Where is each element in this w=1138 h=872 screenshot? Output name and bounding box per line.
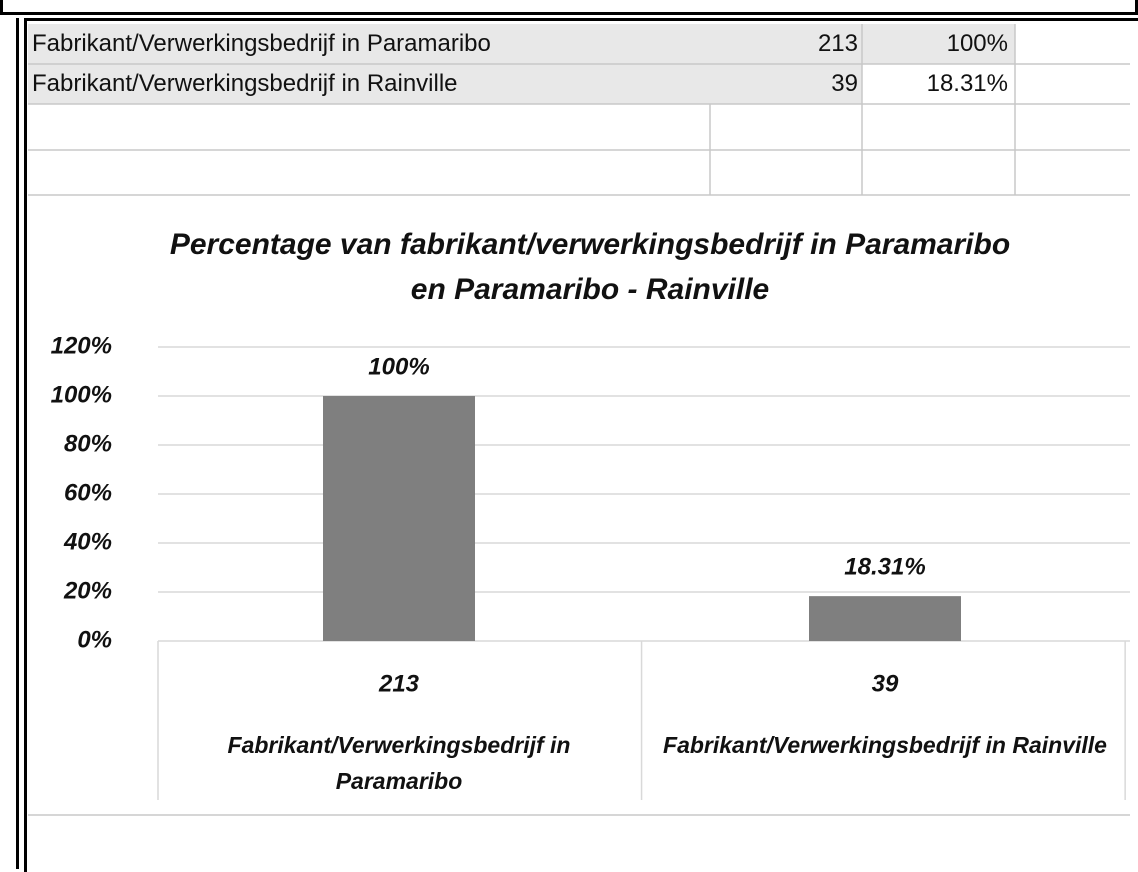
cell-label: Fabrikant/Verwerkingsbedrijf in Paramari… [32,30,491,57]
sheet-frame [24,18,1138,872]
y-tick-label: 120% [51,332,112,359]
top-frame [0,0,1138,15]
cell-label: Fabrikant/Verwerkingsbedrijf in Rainvill… [32,70,458,97]
bar [809,596,961,641]
row-fill [28,24,862,64]
x-tick-label: Fabrikant/Verwerkingsbedrijf in Paramari… [227,732,571,794]
x-tick-label: Fabrikant/Verwerkingsbedrijf in Rainvill… [663,732,1107,758]
row-fill [862,24,1015,64]
y-tick-label: 40% [63,528,112,555]
row-fill [28,64,862,104]
y-tick-label: 0% [77,626,112,653]
category-count: 39 [872,670,899,697]
chart-title: Percentage van fabrikant/verwerkingsbedr… [169,228,1011,306]
cell-count: 213 [817,30,858,57]
y-tick-label: 60% [64,479,112,506]
category-count: 213 [378,670,420,697]
cell-percent: 18.31% [926,70,1008,97]
sheet-grid [28,24,1130,816]
bar [323,396,475,641]
data-label: 18.31% [844,553,925,580]
cell-count: 39 [831,70,858,97]
cell-percent: 100% [946,30,1008,57]
left-frame [0,18,19,869]
y-tick-label: 20% [63,577,112,604]
y-tick-label: 80% [64,430,112,457]
y-tick-label: 100% [51,381,112,408]
data-label: 100% [368,353,429,380]
